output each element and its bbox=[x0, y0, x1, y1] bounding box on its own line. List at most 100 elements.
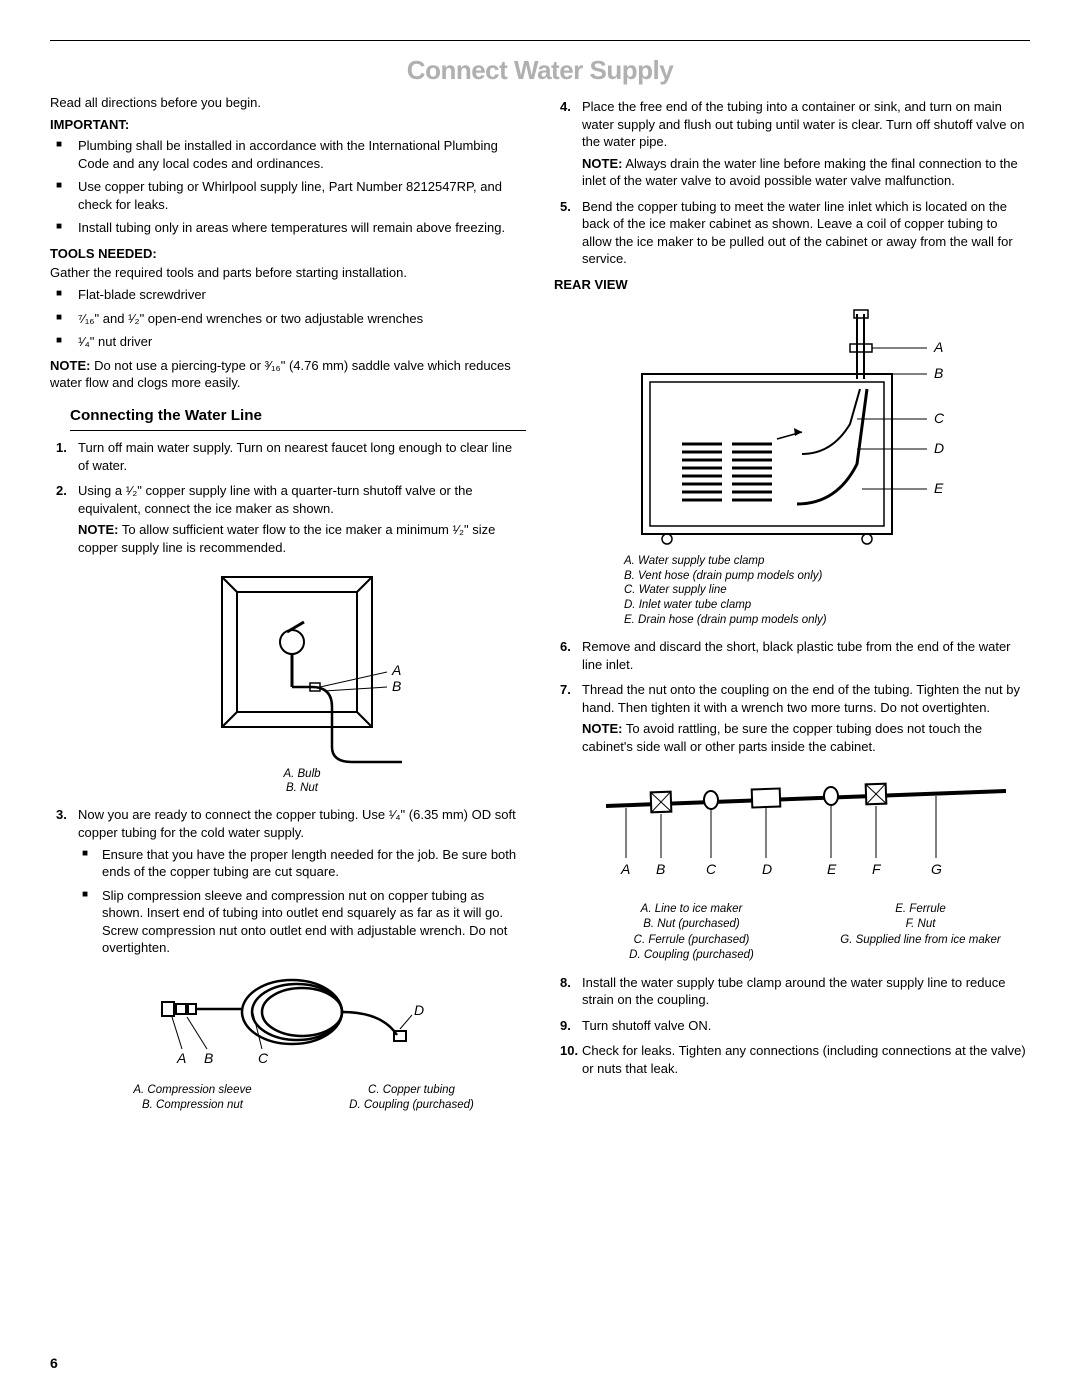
step-6: Remove and discard the short, black plas… bbox=[554, 638, 1030, 673]
fig4-caption: A. Line to ice maker B. Nut (purchased) … bbox=[582, 902, 1030, 964]
step-text: Thread the nut onto the coupling on the … bbox=[582, 682, 1020, 715]
figure-valve-box: A B A. Bulb B. Nut bbox=[78, 567, 526, 797]
important-list: Plumbing shall be installed in accordanc… bbox=[50, 137, 526, 237]
note-1: NOTE: Do not use a piercing-type or ³⁄₁₆… bbox=[50, 357, 526, 392]
step-text: Place the free end of the tubing into a … bbox=[582, 99, 1025, 149]
tools-label: TOOLS NEEDED: bbox=[50, 245, 526, 263]
caption-line: E. Drain hose (drain pump models only) bbox=[624, 613, 1030, 628]
caption-col: A. Line to ice maker B. Nut (purchased) … bbox=[592, 902, 791, 964]
svg-text:D: D bbox=[934, 440, 944, 456]
step-7-note: NOTE: To avoid rattling, be sure the cop… bbox=[582, 720, 1030, 755]
steps-right-2: Remove and discard the short, black plas… bbox=[554, 638, 1030, 1077]
list-item: ⁷⁄₁₆" and ¹⁄₂" open-end wrenches or two … bbox=[50, 310, 526, 328]
tools-list: Flat-blade screwdriver ⁷⁄₁₆" and ¹⁄₂" op… bbox=[50, 286, 526, 351]
step-text: Using a ¹⁄₂" copper supply line with a q… bbox=[78, 483, 473, 516]
caption-line: G. Supplied line from ice maker bbox=[821, 933, 1020, 949]
top-rule bbox=[50, 40, 1030, 41]
step-2-note: NOTE: To allow sufficient water flow to … bbox=[78, 521, 526, 556]
caption-line: F. Nut bbox=[821, 917, 1020, 933]
svg-text:A: A bbox=[391, 662, 401, 678]
caption-line: A. Water supply tube clamp bbox=[624, 554, 1030, 569]
list-item: ¹⁄₄" nut driver bbox=[50, 333, 526, 351]
svg-text:B: B bbox=[204, 1050, 213, 1066]
connecting-heading: Connecting the Water Line bbox=[70, 406, 526, 432]
step-3: Now you are ready to connect the copper … bbox=[50, 806, 526, 1113]
step-2: Using a ¹⁄₂" copper supply line with a q… bbox=[50, 482, 526, 796]
note-text: Always drain the water line before makin… bbox=[582, 156, 1018, 189]
steps-right: Place the free end of the tubing into a … bbox=[554, 98, 1030, 268]
list-item: Ensure that you have the proper length n… bbox=[78, 846, 526, 881]
caption-line: C. Water supply line bbox=[624, 583, 1030, 598]
step-7: Thread the nut onto the coupling on the … bbox=[554, 681, 1030, 963]
caption-line: B. Vent hose (drain pump models only) bbox=[624, 569, 1030, 584]
caption-line: A. Compression sleeve bbox=[98, 1083, 287, 1099]
figure-coil: A B C D A. Compression sleeve B. Compres… bbox=[78, 967, 526, 1114]
svg-text:F: F bbox=[872, 861, 882, 877]
list-item: Install tubing only in areas where tempe… bbox=[50, 219, 526, 237]
svg-text:C: C bbox=[258, 1050, 269, 1066]
caption-line: D. Inlet water tube clamp bbox=[624, 598, 1030, 613]
list-item: Slip compression sleeve and compression … bbox=[78, 887, 526, 957]
caption-line: B. Nut bbox=[78, 781, 526, 796]
note-label: NOTE: bbox=[78, 522, 118, 537]
figure-coupling: A B C D E F G A. Line to ice maker B. Nu… bbox=[582, 766, 1030, 964]
rear-view-diagram: A B C D E bbox=[602, 304, 982, 554]
tools-intro: Gather the required tools and parts befo… bbox=[50, 264, 526, 282]
svg-text:C: C bbox=[934, 410, 945, 426]
step-10: Check for leaks. Tighten any connections… bbox=[554, 1042, 1030, 1077]
svg-text:B: B bbox=[392, 678, 401, 694]
step-text: Turn shutoff valve ON. bbox=[582, 1018, 711, 1033]
step-4-note: NOTE: Always drain the water line before… bbox=[582, 155, 1030, 190]
page-number: 6 bbox=[50, 1354, 58, 1373]
coupling-diagram: A B C D E F G bbox=[606, 766, 1006, 896]
step-8: Install the water supply tube clamp arou… bbox=[554, 974, 1030, 1009]
caption-line: C. Ferrule (purchased) bbox=[592, 933, 791, 949]
valve-box-diagram: A B bbox=[192, 567, 412, 767]
svg-text:E: E bbox=[934, 480, 944, 496]
note-label: NOTE: bbox=[582, 156, 622, 171]
note-text: Do not use a piercing-type or ³⁄₁₆" (4.7… bbox=[50, 358, 511, 391]
step-text: Check for leaks. Tighten any connections… bbox=[582, 1043, 1026, 1076]
caption-line: D. Coupling (purchased) bbox=[592, 948, 791, 964]
step-text: Install the water supply tube clamp arou… bbox=[582, 975, 1005, 1008]
step3-sublist: Ensure that you have the proper length n… bbox=[78, 846, 526, 957]
caption-col: E. Ferrule F. Nut G. Supplied line from … bbox=[821, 902, 1020, 964]
svg-text:A: A bbox=[620, 861, 630, 877]
caption-col: C. Copper tubing D. Coupling (purchased) bbox=[317, 1083, 506, 1114]
note-text: To allow sufficient water flow to the ic… bbox=[78, 522, 495, 555]
step-5: Bend the copper tubing to meet the water… bbox=[554, 198, 1030, 268]
fig3-caption: A. Water supply tube clamp B. Vent hose … bbox=[554, 554, 1030, 629]
caption-line: B. Nut (purchased) bbox=[592, 917, 791, 933]
step-text: Now you are ready to connect the copper … bbox=[78, 807, 516, 840]
caption-line: D. Coupling (purchased) bbox=[317, 1098, 506, 1114]
content-columns: Read all directions before you begin. IM… bbox=[50, 94, 1030, 1124]
step-1: Turn off main water supply. Turn on near… bbox=[50, 439, 526, 474]
list-item: Plumbing shall be installed in accordanc… bbox=[50, 137, 526, 172]
svg-text:G: G bbox=[931, 861, 942, 877]
step-text: Bend the copper tubing to meet the water… bbox=[582, 199, 1013, 267]
fig2-caption: A. Compression sleeve B. Compression nut… bbox=[78, 1083, 526, 1114]
caption-line: A. Bulb bbox=[78, 767, 526, 782]
svg-text:D: D bbox=[414, 1002, 424, 1018]
caption-line: C. Copper tubing bbox=[317, 1083, 506, 1099]
step-4: Place the free end of the tubing into a … bbox=[554, 98, 1030, 190]
step-text: Remove and discard the short, black plas… bbox=[582, 639, 1011, 672]
caption-line: B. Compression nut bbox=[98, 1098, 287, 1114]
figure-rear-view: A B C D E A. Water supply tube clamp B. … bbox=[554, 304, 1030, 629]
caption-col: A. Compression sleeve B. Compression nut bbox=[98, 1083, 287, 1114]
fig1-caption: A. Bulb B. Nut bbox=[78, 767, 526, 797]
svg-text:C: C bbox=[706, 861, 717, 877]
coil-diagram: A B C D bbox=[152, 967, 452, 1077]
list-item: Use copper tubing or Whirlpool supply li… bbox=[50, 178, 526, 213]
note-label: NOTE: bbox=[50, 358, 90, 373]
svg-text:A: A bbox=[176, 1050, 186, 1066]
step-9: Turn shutoff valve ON. bbox=[554, 1017, 1030, 1035]
svg-text:E: E bbox=[827, 861, 837, 877]
svg-text:D: D bbox=[762, 861, 772, 877]
note-text: To avoid rattling, be sure the copper tu… bbox=[582, 721, 982, 754]
note-label: NOTE: bbox=[582, 721, 622, 736]
page-title: Connect Water Supply bbox=[50, 53, 1030, 88]
steps-left: Turn off main water supply. Turn on near… bbox=[50, 439, 526, 1114]
svg-text:A: A bbox=[933, 339, 943, 355]
list-item: Flat-blade screwdriver bbox=[50, 286, 526, 304]
